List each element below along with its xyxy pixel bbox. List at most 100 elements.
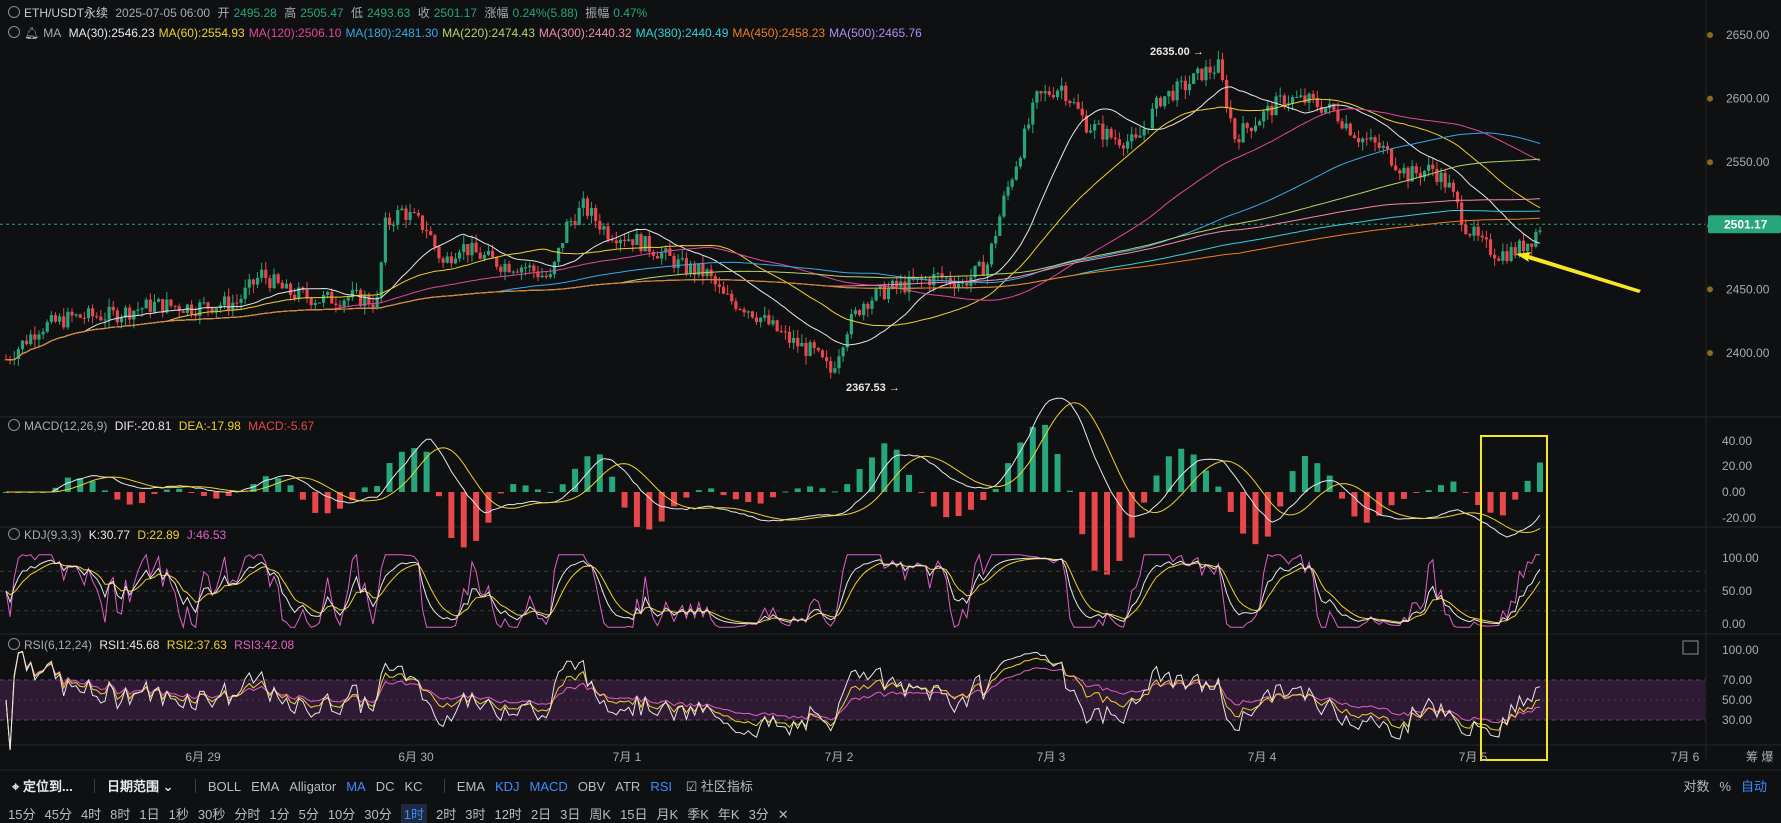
macd-bar	[485, 492, 492, 523]
interval-20[interactable]: 月K	[656, 807, 679, 822]
candle-body	[383, 217, 387, 263]
interval-15[interactable]: 12时	[494, 807, 522, 822]
candle-body	[994, 235, 998, 244]
community-indicators-button[interactable]: ☑ 社区指标	[685, 779, 753, 794]
macd-bar	[1240, 492, 1247, 534]
sub-indicator-obv[interactable]: OBV	[577, 779, 606, 794]
candle-body	[1010, 179, 1014, 187]
main-indicator-kc[interactable]: KC	[404, 779, 423, 794]
candle-body	[37, 334, 41, 340]
visibility-eye-icon[interactable]	[8, 638, 20, 650]
main-indicator-dc[interactable]: DC	[375, 779, 395, 794]
interval-2[interactable]: 4时	[80, 807, 102, 822]
close-icon[interactable]: ✕	[777, 807, 789, 822]
macd-bar	[374, 486, 381, 492]
interval-3[interactable]: 8时	[110, 807, 131, 822]
candle-body	[280, 282, 284, 289]
candle-body	[1039, 91, 1043, 94]
sub-indicator-ema[interactable]: EMA	[456, 779, 485, 794]
candle-body	[1179, 80, 1183, 82]
visibility-eye-icon[interactable]	[8, 6, 20, 18]
candle-body	[1093, 124, 1097, 131]
candle-body	[140, 308, 144, 310]
candle-body	[1340, 121, 1344, 129]
interval-8[interactable]: 1分	[269, 807, 290, 822]
candle-body	[470, 242, 474, 256]
candle-body	[944, 277, 948, 279]
scale-option-0[interactable]: 对数	[1683, 779, 1710, 794]
macd-bar	[980, 492, 987, 501]
candle-body	[255, 277, 260, 285]
interval-14[interactable]: 3时	[465, 807, 486, 822]
candle-body	[1369, 137, 1373, 140]
expand-icon	[1682, 640, 1699, 655]
main-indicator-alligator[interactable]: Alligator	[289, 779, 337, 794]
interval-13[interactable]: 2时	[436, 807, 457, 822]
candle-body	[928, 278, 932, 286]
macd-bar	[893, 449, 900, 492]
macd-tick-label: 0.00	[1722, 485, 1746, 499]
locate-button[interactable]: ⌖ 定位到...	[12, 779, 73, 794]
macd-bar	[386, 463, 393, 492]
sub-indicator-rsi[interactable]: RSI	[650, 779, 672, 794]
macd-bar	[1252, 492, 1259, 545]
kdj-legend: KDJ(9,3,3) K:30.77 D:22.89 J:46.53	[8, 527, 230, 543]
macd-bar	[1079, 492, 1086, 535]
macd-bar	[782, 491, 789, 493]
main-indicator-ma[interactable]: MA	[346, 779, 366, 794]
ma-legend-item-1: MA(60):2554.93	[158, 26, 245, 40]
sub-indicator-macd[interactable]: MACD	[529, 779, 568, 794]
candle-body	[1262, 111, 1266, 122]
macd-bar	[1425, 490, 1432, 492]
main-indicator-ema[interactable]: EMA	[251, 779, 280, 794]
candle-body	[1274, 96, 1278, 116]
candle-body	[1266, 105, 1270, 112]
visibility-eye-icon[interactable]	[8, 419, 20, 431]
interval-11[interactable]: 30分	[364, 807, 392, 822]
visibility-eye-icon[interactable]	[8, 26, 20, 38]
bell-icon[interactable]: 🔔︎	[24, 26, 40, 40]
interval-16[interactable]: 2日	[530, 807, 552, 822]
macd-bar	[1289, 471, 1296, 492]
interval-18[interactable]: 周K	[589, 807, 612, 822]
candle-body	[726, 293, 730, 295]
interval-10[interactable]: 10分	[327, 807, 356, 822]
date-range-button[interactable]: 日期范围 ⌄	[107, 779, 174, 794]
candle-body	[1373, 137, 1377, 143]
candle-body	[1418, 173, 1423, 178]
candle-body	[1435, 168, 1439, 182]
visibility-eye-icon[interactable]	[8, 528, 20, 540]
candle-body	[1249, 127, 1253, 132]
interval-0[interactable]: 15分	[8, 807, 36, 822]
candle-body	[1282, 95, 1286, 105]
candle-body	[1402, 167, 1406, 174]
interval-23[interactable]: 3分	[748, 807, 769, 822]
interval-7[interactable]: 分时	[234, 807, 261, 822]
macd-bar	[807, 486, 814, 492]
macd-bar	[1450, 481, 1457, 492]
candle-body	[1208, 66, 1212, 73]
interval-22[interactable]: 年K	[717, 807, 740, 822]
interval-4[interactable]: 1日	[139, 807, 160, 822]
sub-indicator-atr[interactable]: ATR	[615, 779, 641, 794]
interval-17[interactable]: 3日	[560, 807, 581, 822]
candle-body	[354, 289, 359, 291]
scale-option-2[interactable]: 自动	[1740, 779, 1767, 794]
interval-12[interactable]: 1时	[400, 804, 427, 823]
candle-body	[849, 314, 853, 335]
main-indicator-boll[interactable]: BOLL	[207, 779, 242, 794]
candle-body	[569, 221, 573, 223]
interval-9[interactable]: 5分	[298, 807, 319, 822]
scale-option-1[interactable]: %	[1719, 779, 1731, 794]
macd-bar	[1512, 492, 1519, 500]
date-tick-label: 7月 1	[613, 750, 642, 764]
interval-5[interactable]: 1秒	[168, 807, 189, 822]
interval-6[interactable]: 30秒	[197, 807, 226, 822]
interval-1[interactable]: 45分	[44, 807, 72, 822]
sub-indicator-kdj[interactable]: KDJ	[494, 779, 520, 794]
interval-21[interactable]: 季K	[687, 807, 709, 822]
interval-19[interactable]: 15日	[620, 807, 648, 822]
candle-body	[86, 308, 91, 319]
candle-body	[1121, 145, 1126, 149]
